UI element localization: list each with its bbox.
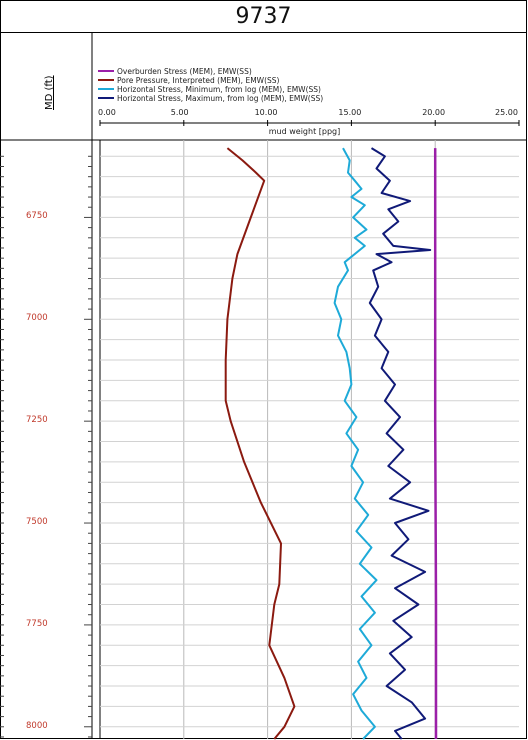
x-tick-label: 25.00 — [495, 108, 518, 117]
series-line-1 — [433, 148, 438, 739]
y-tick-label: 7750 — [26, 618, 48, 629]
x-tick-label: 20.00 — [422, 108, 446, 117]
series-line-3 — [333, 147, 378, 740]
x-tick-label: 5.00 — [170, 108, 189, 117]
legend-label: Overburden Stress (MEM), EMW(SS) — [117, 66, 252, 76]
legend-label: Pore Pressure, Interpreted (MEM), EMW(SS… — [117, 75, 280, 85]
y-tick-label: 8000 — [26, 720, 48, 731]
chart-title: 9737 — [0, 0, 527, 33]
y-tick-label: 6750 — [26, 211, 48, 222]
legend-item: Pore Pressure, Interpreted (MEM), EMW(SS… — [98, 75, 279, 85]
x-tick-label: 0.00 — [98, 108, 116, 117]
legend-item: Horizontal Stress, Minimum, from log (ME… — [98, 84, 321, 94]
y-tick-label: 7000 — [26, 313, 48, 324]
y-tick-label: 7250 — [26, 415, 48, 426]
legend-item: Horizontal Stress, Maximum, from log (ME… — [98, 93, 323, 103]
y-tick-label: 7500 — [26, 517, 48, 528]
x-tick-label: 10.00 — [254, 108, 278, 117]
legend-swatch — [98, 97, 114, 99]
legend-item: Overburden Stress (MEM), EMW(SS) — [98, 66, 252, 76]
legend-swatch — [98, 70, 114, 72]
legend-swatch — [98, 88, 114, 90]
legend-label: Horizontal Stress, Minimum, from log (ME… — [117, 84, 321, 94]
x-axis-label: mud weight [ppg] — [268, 127, 341, 136]
legend-label: Horizontal Stress, Maximum, from log (ME… — [117, 93, 324, 103]
legend-swatch — [98, 79, 114, 81]
series-line-4 — [368, 147, 432, 740]
x-tick-label: 15.00 — [338, 108, 362, 117]
series-line-2 — [224, 147, 296, 740]
